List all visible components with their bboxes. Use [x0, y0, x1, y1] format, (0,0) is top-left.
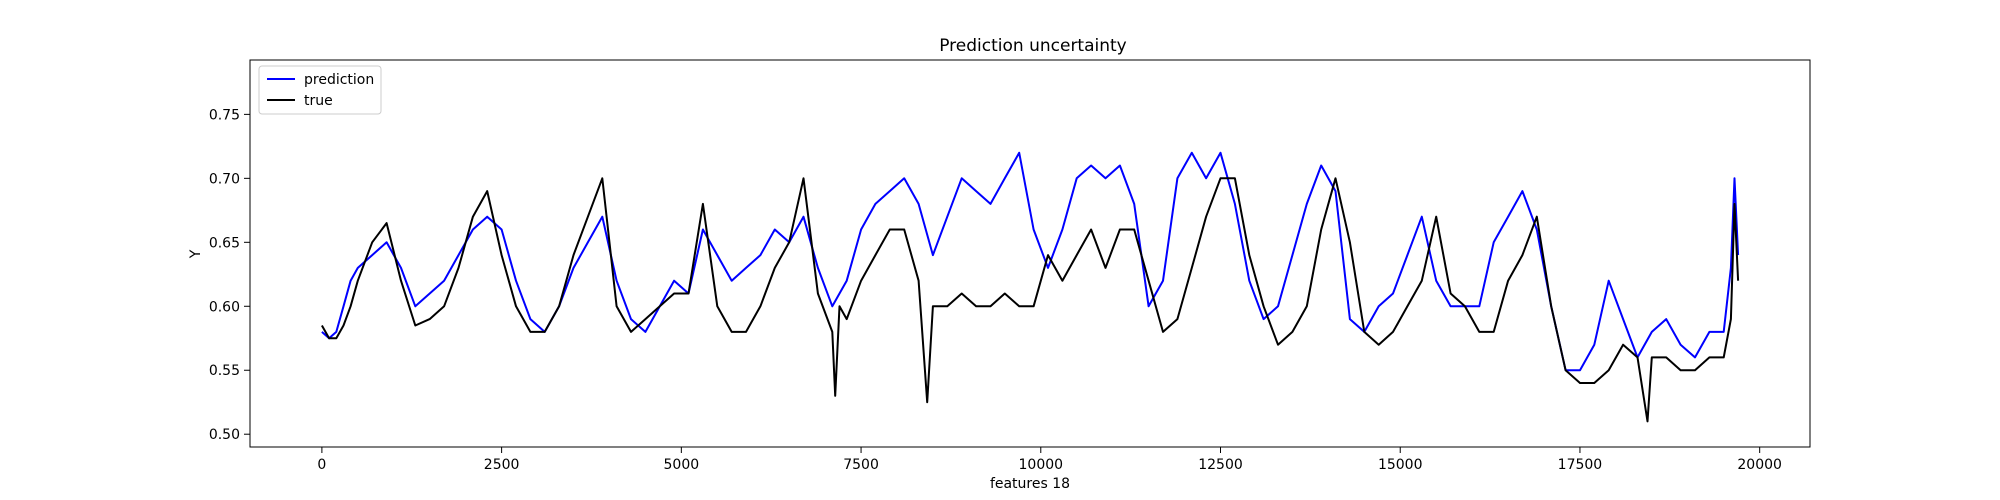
- y-tick-label: 0.55: [209, 363, 240, 379]
- y-tick-label: 0.70: [209, 171, 240, 187]
- x-tick-label: 2500: [484, 457, 520, 473]
- y-axis-label: Y: [188, 249, 204, 259]
- x-tick-label: 15000: [1378, 457, 1423, 473]
- y-axis: 0.50 0.55 0.60 0.65 0.70 0.75: [209, 107, 250, 443]
- legend-label-true: true: [304, 93, 333, 109]
- x-axis: 0 2500 5000 7500 10000 12500 15000 17500 20000: [317, 447, 1782, 473]
- x-tick-label: 20000: [1737, 457, 1782, 473]
- x-tick-label: 12500: [1198, 457, 1243, 473]
- y-tick-label: 0.50: [209, 427, 240, 443]
- series-layer: [321, 151, 1740, 423]
- series-line-true: [321, 177, 1740, 423]
- chart-title: Prediction uncertainty: [939, 36, 1127, 56]
- y-tick-label: 0.60: [209, 299, 240, 315]
- series-line-prediction: [321, 151, 1740, 372]
- legend-label-prediction: prediction: [304, 72, 374, 88]
- legend: prediction true: [258, 65, 382, 115]
- x-tick-label: 5000: [664, 457, 700, 473]
- y-tick-label: 0.75: [209, 107, 240, 123]
- x-tick-label: 10000: [1019, 457, 1064, 473]
- plot-frame: [249, 59, 1811, 448]
- x-tick-label: 17500: [1558, 457, 1603, 473]
- x-tick-label: 7500: [843, 457, 879, 473]
- y-tick-label: 0.65: [209, 235, 240, 251]
- x-axis-label: features 18: [990, 476, 1070, 492]
- x-tick-label: 0: [317, 457, 326, 473]
